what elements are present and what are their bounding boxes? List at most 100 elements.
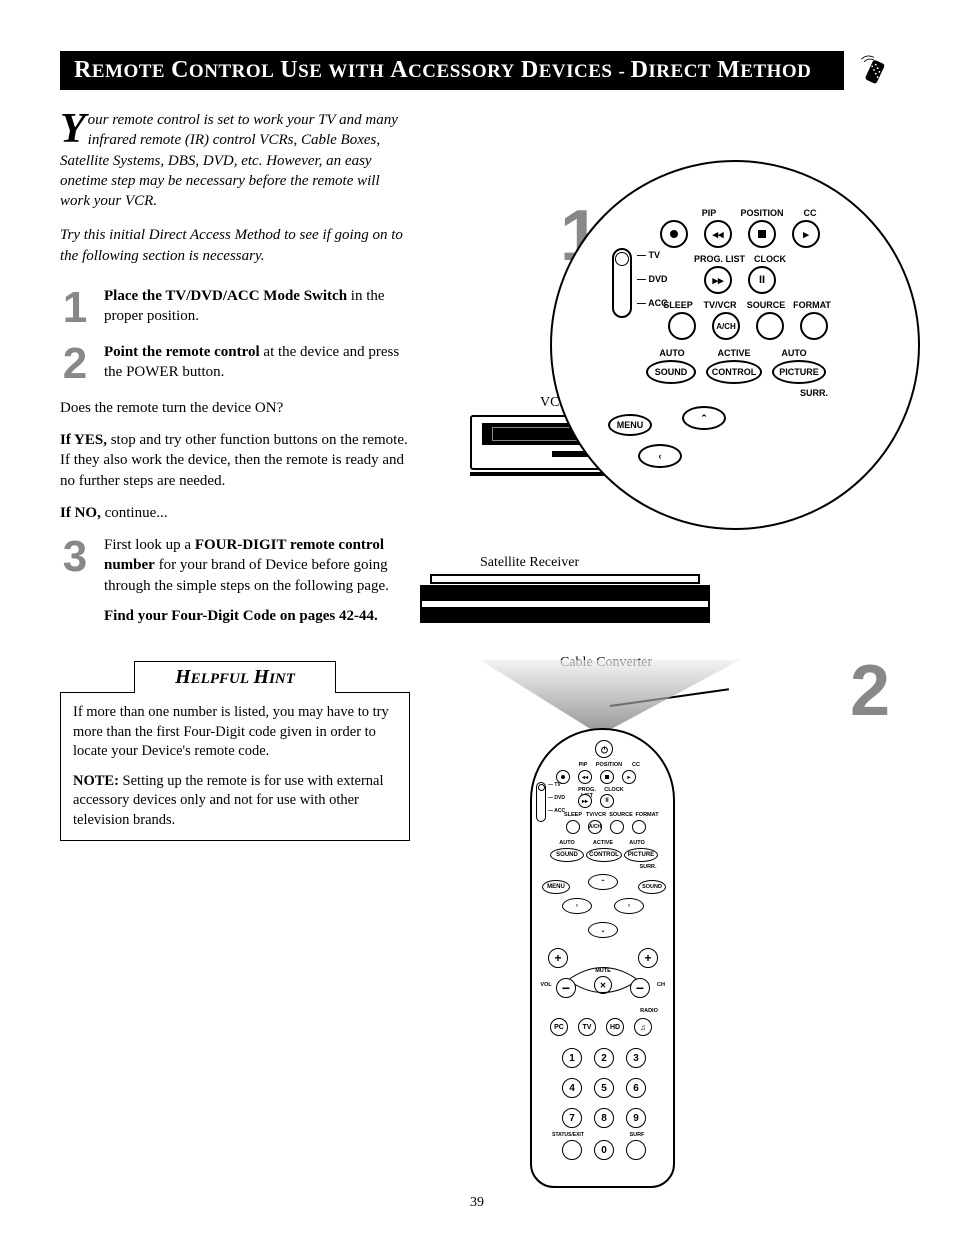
- right-column: 1 2 VCR Satellite Receiver Cable Convert…: [440, 110, 900, 1110]
- if-no-text: continue...: [101, 505, 168, 521]
- rl-status: STATUS/EXIT: [548, 1132, 588, 1138]
- step-2: 2 Point the remote control at the device…: [60, 342, 410, 386]
- step-2-number: 2: [60, 342, 90, 386]
- zl-proglist: PROG. LIST: [692, 254, 747, 264]
- rl-sleep: SLEEP: [562, 812, 584, 818]
- left-column: Your remote control is set to work your …: [60, 110, 410, 1110]
- full-remote: PIP POSITION CC ◂◂ ▸ PROG. LIST CLOCK ▸▸…: [530, 728, 675, 1188]
- r-vol-down: −: [556, 978, 576, 998]
- r-nav-left: ‹: [562, 898, 592, 914]
- rl-clock: CLOCK: [602, 787, 626, 793]
- r-vol-up: +: [548, 948, 568, 968]
- zl-auto2: AUTO: [774, 348, 814, 358]
- r-arcs: [566, 960, 640, 1000]
- hint-p1: If more than one number is listed, you m…: [73, 703, 397, 762]
- if-no-label: If NO,: [60, 505, 101, 521]
- zl-sleep: SLEEP: [660, 300, 696, 310]
- zoom-sleep-button: [668, 312, 696, 340]
- rl-active: ACTIVE: [588, 840, 618, 846]
- zl-tvvcr: TV/VCR: [700, 300, 740, 310]
- r-radio: ♫: [634, 1018, 652, 1036]
- r-key-4: 4: [562, 1078, 582, 1098]
- zoom-source-button: [756, 312, 784, 340]
- if-yes-text: stop and try other function buttons on t…: [60, 432, 408, 489]
- question: Does the remote turn the device ON?: [60, 398, 410, 418]
- zl-auto1: AUTO: [652, 348, 692, 358]
- r-rew: ◂◂: [578, 770, 592, 784]
- r-status: [562, 1140, 582, 1160]
- rl-source: SOURCE: [608, 812, 634, 818]
- zoom-power-button: [860, 176, 888, 204]
- r-ch-down: −: [630, 978, 650, 998]
- r-play: ▸: [622, 770, 636, 784]
- rl-surr: SURR.: [636, 864, 660, 870]
- rl-format: FORMAT: [634, 812, 660, 818]
- step-2-bold: Point the remote control: [104, 344, 260, 360]
- remote-power-button: [595, 740, 613, 758]
- zl-clock: CLOCK: [750, 254, 790, 264]
- ir-beam: [480, 650, 760, 740]
- step-1-bold: Place the TV/DVD/ACC Mode Switch: [104, 288, 347, 304]
- r-key-0: 0: [594, 1140, 614, 1160]
- step-2-body: Point the remote control at the device a…: [104, 342, 410, 386]
- zoom-circle: PIP POSITION CC ◂◂ ▸ PROG. LIST CLOCK ▸▸…: [550, 160, 920, 530]
- r-key-2: 2: [594, 1048, 614, 1068]
- r-control: CONTROL: [586, 848, 622, 862]
- zoom-mode-switch: [612, 248, 632, 318]
- rl-position: POSITION: [594, 762, 624, 768]
- hint-title: HELPFUL HINT: [134, 661, 336, 693]
- callout-number-2: 2: [850, 655, 890, 727]
- zoom-rec-button: [660, 220, 688, 248]
- zl-surr: SURR.: [796, 388, 832, 398]
- r-key-3: 3: [626, 1048, 646, 1068]
- rl-radio: RADIO: [636, 1008, 662, 1014]
- rl-auto1: AUTO: [554, 840, 580, 846]
- r-nav-down: ⌄: [588, 922, 618, 938]
- sat-device: [420, 585, 710, 623]
- r-sound: SOUND: [550, 848, 584, 862]
- zoom-control-button: CONTROL: [706, 360, 762, 384]
- dropcap: Y: [60, 110, 88, 146]
- hint-note-label: NOTE:: [73, 773, 119, 789]
- remote-icon: [854, 50, 894, 90]
- r-picture: PICTURE: [624, 848, 658, 862]
- rl-pip: PIP: [572, 762, 594, 768]
- zoom-pause-button: II: [748, 266, 776, 294]
- helpful-hint-box: HELPFUL HINT If more than one number is …: [60, 660, 410, 841]
- zl-cc: CC: [800, 208, 820, 218]
- zl-active: ACTIVE: [712, 348, 756, 358]
- r-key-9: 9: [626, 1108, 646, 1128]
- step-3-p2: Find your Four-Digit Code on pages 42-44…: [104, 608, 378, 624]
- zoom-stop-button: [748, 220, 776, 248]
- page-number: 39: [470, 1195, 484, 1211]
- hint-content: If more than one number is listed, you m…: [60, 692, 410, 841]
- zl-dvd: DVD: [649, 274, 668, 284]
- zoom-menu-button: MENU: [608, 414, 652, 436]
- step-3-p1a: First look up a: [104, 537, 195, 553]
- remote-mode-switch: [536, 782, 546, 822]
- r-tv2: TV: [578, 1018, 596, 1036]
- zl-position: POSITION: [737, 208, 787, 218]
- step-1: 1 Place the TV/DVD/ACC Mode Switch in th…: [60, 286, 410, 330]
- satellite-label: Satellite Receiver: [480, 555, 579, 571]
- zl-pip: PIP: [694, 208, 724, 218]
- zoom-play-button: ▸: [792, 220, 820, 248]
- r-source: [610, 820, 624, 834]
- page-title: REMOTE CONTROL USE WITH ACCESSORY DEVICE…: [60, 51, 844, 90]
- intro-paragraph-2: Try this initial Direct Access Method to…: [60, 225, 410, 266]
- r-hd: HD: [606, 1018, 624, 1036]
- r-surf: [626, 1140, 646, 1160]
- zoom-format-button: [800, 312, 828, 340]
- rl-tvvcr: TV/VCR: [584, 812, 608, 818]
- rl-auto2: AUTO: [624, 840, 650, 846]
- r-nav-up: ⌃: [588, 874, 618, 890]
- zl-format: FORMAT: [790, 300, 834, 310]
- zoom-picture-button: PICTURE: [772, 360, 826, 384]
- if-yes: If YES, stop and try other function butt…: [60, 430, 410, 491]
- step-1-number: 1: [60, 286, 90, 330]
- zoom-ach-button: A/CH: [712, 312, 740, 340]
- r-key-8: 8: [594, 1108, 614, 1128]
- step-3-number: 3: [60, 535, 90, 636]
- r-key-7: 7: [562, 1108, 582, 1128]
- r-format: [632, 820, 646, 834]
